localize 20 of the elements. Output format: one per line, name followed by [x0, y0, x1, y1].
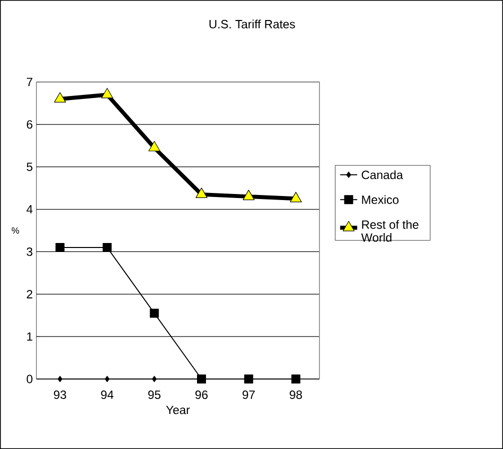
- x-tick-label: 96: [195, 390, 208, 399]
- x-tick-label: 95: [148, 390, 160, 399]
- y-tick-label: 6: [26, 120, 32, 129]
- y-tick-label: 0: [26, 374, 32, 384]
- y-tick-label: 5: [26, 162, 32, 172]
- y-tick-label: 1: [27, 332, 32, 341]
- legend-label: Mexico: [362, 195, 399, 204]
- y-tick-label: 2: [26, 290, 32, 298]
- x-tick-label: 94: [101, 390, 114, 399]
- x-tick-label: 98: [290, 390, 302, 399]
- x-tick-label: 97: [242, 390, 255, 399]
- x-axis-title: Year: [166, 406, 190, 414]
- y-tick-label: 3: [26, 247, 32, 256]
- legend-label: Rest of the World: [361, 220, 418, 242]
- legend-label: Canada: [362, 170, 404, 180]
- y-tick-label: 7: [26, 78, 32, 86]
- chart-title: U.S. Tariff Rates: [210, 20, 295, 28]
- y-tick-label: 4: [26, 205, 33, 214]
- x-tick-label: 93: [54, 390, 66, 399]
- y-axis-title: %: [12, 227, 20, 234]
